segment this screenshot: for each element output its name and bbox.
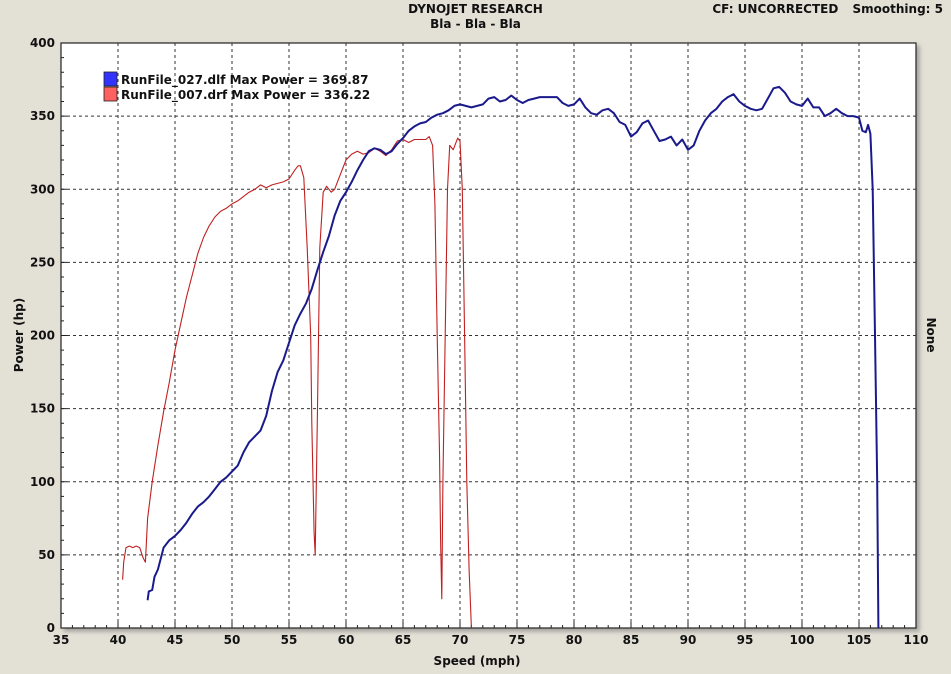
x-tick-label: 70: [452, 633, 469, 647]
x-tick-label: 110: [903, 633, 928, 647]
series-line-runfile-027: [146, 85, 880, 629]
x-tick-label: 75: [509, 633, 526, 647]
x-tick-label: 100: [789, 633, 814, 647]
right-axis-label: None: [924, 318, 938, 353]
y-tick-label: 400: [30, 36, 55, 50]
y-tick-labels: 0 50 100 150 200 250 300 350 400: [30, 36, 55, 635]
x-tick-label: 85: [623, 633, 640, 647]
x-tick-label: 50: [224, 633, 241, 647]
x-tick-label: 80: [566, 633, 583, 647]
x-tick-label: 35: [53, 633, 70, 647]
y-tick-label: 300: [30, 182, 55, 196]
legend-label: RunFile_027.dlf Max Power = 369.87: [121, 73, 368, 88]
minor-ticks: [60, 42, 917, 629]
series-lines: [122, 85, 880, 629]
x-tick-label: 90: [680, 633, 697, 647]
x-tick-labels: 35 40 45 50 55 60 65 70 75 80 85 90 95 100 105 110: [53, 633, 929, 647]
x-tick-label: 60: [338, 633, 355, 647]
x-tick-label: 105: [846, 633, 871, 647]
correction-factor-label: CF: UNCORRECTED: [712, 2, 839, 16]
smoothing-label: Smoothing: 5: [852, 2, 944, 16]
x-tick-label: 55: [281, 633, 298, 647]
chart-title: DYNOJET RESEARCH: [408, 2, 543, 16]
y-tick-label: 50: [38, 548, 55, 562]
y-tick-label: 100: [30, 475, 55, 489]
y-tick-label: 200: [30, 329, 55, 343]
series-line-runfile-007: [122, 136, 472, 629]
legend-swatch: [103, 71, 118, 87]
y-tick-label: 250: [30, 255, 55, 269]
header-status: CF: UNCORRECTED Smoothing: 5: [702, 2, 943, 16]
x-tick-label: 95: [737, 633, 754, 647]
y-axis-label: Power (hp): [12, 298, 26, 372]
chart-subtitle: Bla - Bla - Bla: [430, 17, 521, 31]
grid: [61, 43, 916, 628]
x-tick-label: 40: [110, 633, 127, 647]
legend-swatch: [103, 86, 118, 102]
y-tick-label: 350: [30, 109, 55, 123]
legend-label: RunFile_007.drf Max Power = 336.22: [121, 88, 370, 103]
x-tick-label: 45: [167, 633, 184, 647]
y-tick-label: 150: [30, 402, 55, 416]
y-tick-label: 0: [47, 621, 55, 635]
x-tick-label: 65: [395, 633, 412, 647]
legend: RunFile_027.dlf Max Power = 369.87RunFil…: [103, 71, 370, 103]
x-axis-label: Speed (mph): [434, 654, 521, 668]
